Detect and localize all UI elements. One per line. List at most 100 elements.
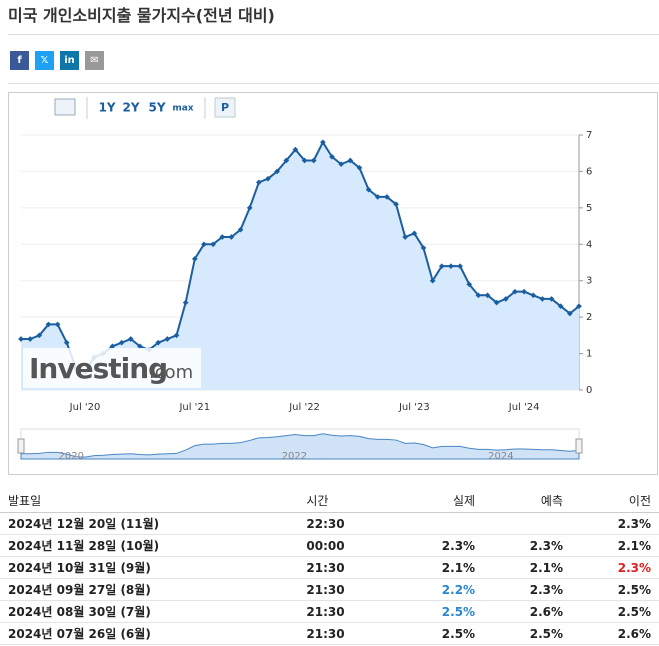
table-cell: 21:30 <box>298 556 396 579</box>
y-tick-label: 0 <box>586 385 592 396</box>
point <box>246 205 253 211</box>
point <box>118 339 125 346</box>
navigator-area <box>20 433 580 460</box>
table-cell: 22:30 <box>298 512 396 535</box>
point <box>219 234 226 240</box>
y-tick-label: 6 <box>586 166 592 177</box>
table-row: 2024년 12월 20일 (11월) 22:30 2.3% <box>0 512 659 535</box>
point <box>448 263 454 269</box>
table-cell: 2.3% <box>571 556 659 579</box>
point <box>109 343 116 350</box>
point <box>411 230 418 237</box>
table-cell: 2.2% <box>395 578 484 601</box>
table-cell: 2024년 07월 26일 (6월) <box>0 622 299 645</box>
table-row: 2024년 07월 26일 (6월) 21:30 2.5% 2.5% 2.6% <box>0 622 659 645</box>
table-cell: 00:00 <box>298 534 396 557</box>
point <box>539 296 546 302</box>
point <box>457 263 463 269</box>
print-label[interactable]: P <box>221 101 229 114</box>
table-cell: 21:30 <box>298 600 396 623</box>
events-table: 발표일 시간 실제 예측 이전 2024년 12월 20일 (11월) 22:30 2.3% 2… <box>0 488 659 645</box>
print-button[interactable] <box>214 97 236 118</box>
point <box>493 299 500 306</box>
point <box>256 179 262 186</box>
point <box>27 336 33 342</box>
point <box>338 161 344 167</box>
range-button[interactable]: 5Y <box>148 101 165 115</box>
point <box>576 303 582 310</box>
point <box>310 157 317 164</box>
chart-container: P 1Y 2Y 5Y max 0 1 2 3 4 5 6 7 Jul '20 Jul '21 Jul '22… <box>8 92 658 475</box>
table-cell: 2.1% <box>483 556 572 579</box>
table-cell: 2.3% <box>483 578 572 601</box>
point <box>210 241 216 248</box>
column-header: 이전 <box>571 488 659 513</box>
table-cell: 2.3% <box>483 534 572 557</box>
point <box>173 332 180 339</box>
point <box>301 157 308 164</box>
watermark: Investing <box>29 352 167 385</box>
x-tick-label: Jul '20 <box>69 402 101 413</box>
point <box>393 201 399 208</box>
table-cell: 2.6% <box>571 622 659 645</box>
table-cell <box>395 512 484 535</box>
table-cell: 2024년 12월 20일 (11월) <box>0 512 299 535</box>
y-tick-label: 7 <box>586 130 592 141</box>
table-cell: 2.5% <box>483 622 572 645</box>
point <box>557 303 564 310</box>
point <box>438 263 445 269</box>
table-row: 2024년 08월 30일 (7월) 21:30 2.5% 2.6% 2.5% <box>0 600 659 623</box>
point <box>182 299 189 306</box>
point <box>567 310 573 317</box>
x-tick-label: Jul '23 <box>398 402 430 413</box>
line-chart-button[interactable] <box>54 98 76 116</box>
range-button[interactable]: 2Y <box>122 101 139 115</box>
navigator-handle[interactable] <box>17 438 25 454</box>
point <box>274 168 280 175</box>
table-cell: 2.5% <box>571 578 659 601</box>
point <box>155 339 162 346</box>
table-cell: 2024년 08월 30일 (7월) <box>0 600 299 623</box>
divider <box>8 34 659 35</box>
point <box>265 175 271 182</box>
navigator-label: 2022 <box>282 451 307 462</box>
bar-chart-button[interactable] <box>21 99 37 115</box>
table-cell: 2.6% <box>483 600 572 623</box>
point <box>201 241 207 248</box>
point <box>521 288 527 295</box>
watermark-bg <box>23 348 201 388</box>
table-row: 2024년 09월 27일 (8월) 21:30 2.2% 2.3% 2.5% <box>0 578 659 601</box>
point <box>356 164 363 171</box>
point <box>466 281 473 288</box>
table-cell: 2.1% <box>571 534 659 557</box>
navigator-handle[interactable] <box>575 438 583 454</box>
share-facebook[interactable]: f <box>10 51 29 70</box>
y-tick-label: 1 <box>586 349 592 360</box>
share-x[interactable]: 𝕏 <box>35 51 54 70</box>
range-button[interactable]: 1Y <box>98 101 115 115</box>
point <box>228 234 235 240</box>
table-cell: 2.5% <box>395 600 484 623</box>
navigator-label: 2020 <box>58 451 83 462</box>
point <box>45 321 52 328</box>
column-header: 예측 <box>483 488 572 513</box>
point <box>429 277 436 284</box>
point <box>164 336 171 342</box>
range-button[interactable]: max <box>172 104 193 114</box>
share-email[interactable]: ✉ <box>85 51 104 70</box>
divider <box>8 83 659 84</box>
x-tick-label: Jul '24 <box>508 402 540 413</box>
table-cell: 2.5% <box>395 622 484 645</box>
point <box>374 194 381 200</box>
page-title: 미국 개인소비지출 물가지수(전년 대비) <box>8 6 275 25</box>
point <box>384 194 390 200</box>
table-cell: 2.5% <box>571 600 659 623</box>
table-cell: 2024년 11월 28일 (10월) <box>0 534 299 557</box>
column-header: 시간 <box>298 488 396 513</box>
point <box>191 256 198 262</box>
watermark: .com <box>149 362 193 383</box>
share-linkedin[interactable]: in <box>60 51 79 70</box>
y-tick-label: 4 <box>586 239 592 250</box>
y-tick-label: 2 <box>586 312 592 323</box>
table-cell: 2.3% <box>571 512 659 535</box>
